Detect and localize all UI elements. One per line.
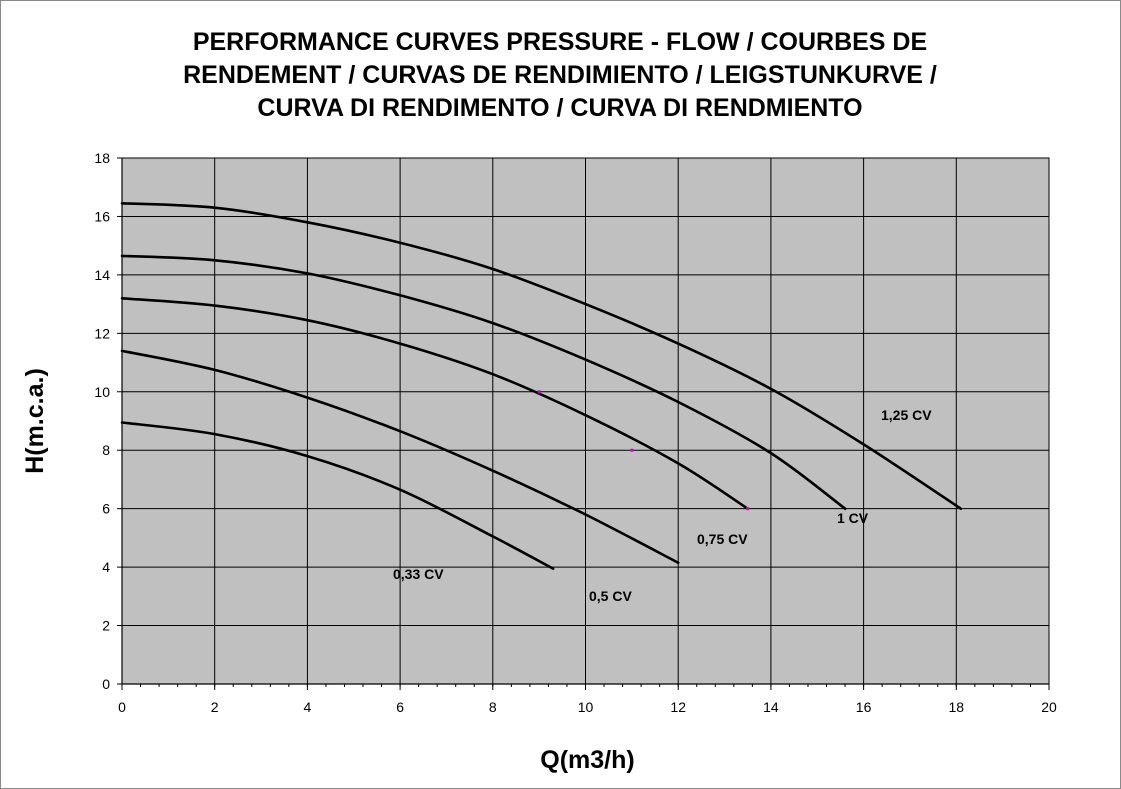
x-tick-label: 14	[763, 699, 779, 715]
series-curve	[120, 202, 963, 510]
data-point-marker	[630, 448, 634, 452]
x-tick-label: 2	[211, 699, 219, 715]
curves	[120, 202, 963, 570]
x-tick-label: 18	[949, 699, 965, 715]
x-tick-label: 12	[670, 699, 686, 715]
x-tick-label: 10	[578, 699, 594, 715]
y-tick-label: 6	[102, 501, 110, 517]
series-label: 0,5 CV	[589, 588, 632, 604]
series-curve	[120, 349, 680, 564]
y-tick-label: 8	[102, 442, 110, 458]
data-point-marker	[537, 390, 541, 394]
x-tick-label: 8	[489, 699, 497, 715]
chart-title: PERFORMANCE CURVES PRESSURE - FLOW / COU…	[60, 26, 1060, 125]
x-tick-label: 16	[856, 699, 872, 715]
data-point-marker	[746, 507, 750, 511]
y-tick-label: 2	[102, 618, 110, 634]
y-tick-label: 10	[94, 384, 110, 400]
x-tick-label: 6	[396, 699, 404, 715]
y-tick-label: 12	[94, 325, 110, 341]
series-label: 1 CV	[837, 510, 869, 526]
series-labels: 1,25 CV 1 CV 0,75 CV 0,5 CV 0,33 CV	[393, 407, 932, 604]
chart-title-line: PERFORMANCE CURVES PRESSURE - FLOW / COU…	[192, 28, 928, 56]
series-curve	[120, 421, 555, 570]
y-tick-label: 0	[102, 676, 110, 692]
y-tick-label: 16	[94, 208, 110, 224]
axes: 0 2 4 6 8 10 12 14 16 18 0 2 4 6 8 10 12 14 16 18 20	[94, 150, 1057, 715]
x-axis-title: Q(m3/h)	[540, 746, 634, 774]
chart-title-line: CURVA DI RENDIMENTO / CURVA DI RENDMIENT…	[257, 94, 863, 122]
x-tick-label: 20	[1041, 699, 1057, 715]
y-tick-label: 14	[94, 267, 110, 283]
y-axis-title: H(m.c.a.)	[21, 368, 49, 474]
series-label: 1,25 CV	[881, 407, 932, 423]
series-curve	[120, 254, 847, 510]
chart-title-line: RENDEMENT / CURVAS DE RENDIMIENTO / LEIG…	[183, 61, 937, 89]
series-curve	[120, 297, 749, 510]
x-tick-label: 0	[118, 699, 126, 715]
x-tick-label: 4	[304, 699, 312, 715]
series-label: 0,33 CV	[393, 566, 444, 582]
y-tick-label: 4	[102, 559, 110, 575]
y-tick-label: 18	[94, 150, 110, 166]
series-label: 0,75 CV	[697, 531, 748, 547]
